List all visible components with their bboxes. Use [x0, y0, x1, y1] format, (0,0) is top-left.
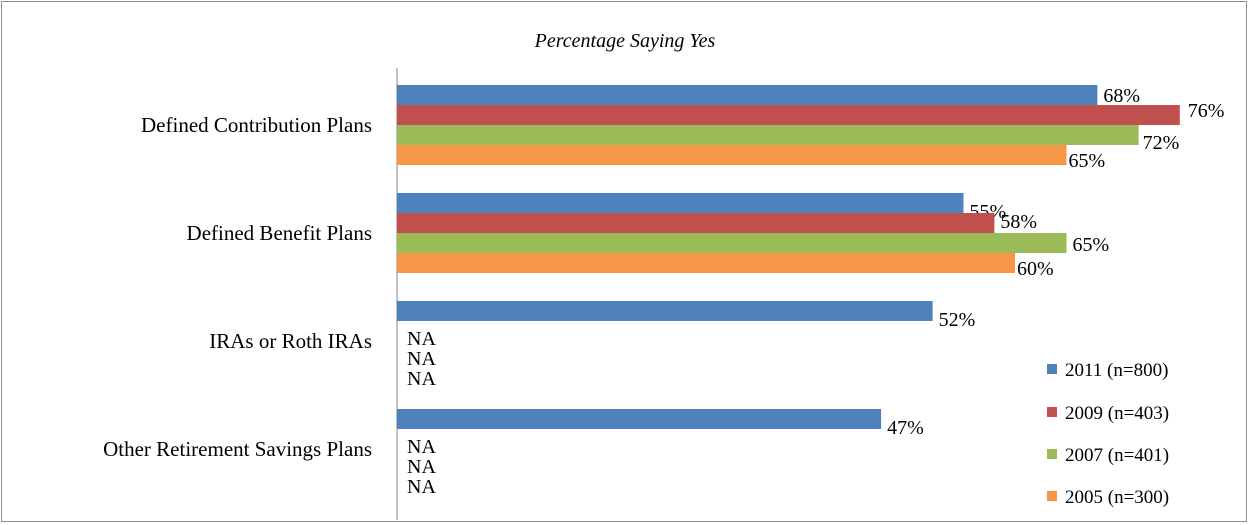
category-label: Other Retirement Savings Plans — [103, 437, 372, 461]
legend-swatch — [1047, 449, 1057, 459]
data-label: 76% — [1188, 100, 1225, 122]
data-label: 47% — [887, 417, 924, 439]
bar — [397, 409, 882, 429]
data-label: NA — [407, 436, 436, 458]
category-label: IRAs or Roth IRAs — [209, 329, 372, 353]
data-label: 65% — [1069, 150, 1106, 172]
data-label: 58% — [1000, 211, 1037, 233]
category-label: Defined Contribution Plans — [141, 113, 372, 137]
legend-swatch — [1047, 364, 1057, 374]
data-label: NA — [407, 328, 436, 350]
bar — [397, 213, 995, 233]
data-label: 65% — [1073, 234, 1110, 256]
bar — [397, 145, 1067, 165]
data-label: NA — [407, 368, 436, 390]
legend-label: 2009 (n=403) — [1065, 403, 1169, 424]
data-label: NA — [407, 456, 436, 478]
bar — [397, 233, 1067, 253]
category-label: Defined Benefit Plans — [187, 221, 372, 245]
legend-label: 2005 (n=300) — [1065, 487, 1169, 508]
legend-swatch — [1047, 407, 1057, 417]
bar — [397, 301, 933, 321]
data-label: 60% — [1017, 258, 1054, 280]
bar — [397, 105, 1180, 125]
legend-swatch — [1047, 491, 1057, 501]
data-label: 68% — [1103, 85, 1140, 107]
data-label: 72% — [1143, 132, 1180, 154]
legend-label: 2007 (n=401) — [1065, 445, 1169, 466]
bar — [397, 125, 1139, 145]
data-label: NA — [407, 348, 436, 370]
data-label: 52% — [939, 309, 976, 331]
bar — [397, 85, 1098, 105]
data-label: NA — [407, 476, 436, 498]
bar — [397, 253, 1015, 273]
bar — [397, 193, 964, 213]
legend-label: 2011 (n=800) — [1065, 360, 1168, 381]
chart-title: Percentage Saying Yes — [534, 30, 716, 52]
